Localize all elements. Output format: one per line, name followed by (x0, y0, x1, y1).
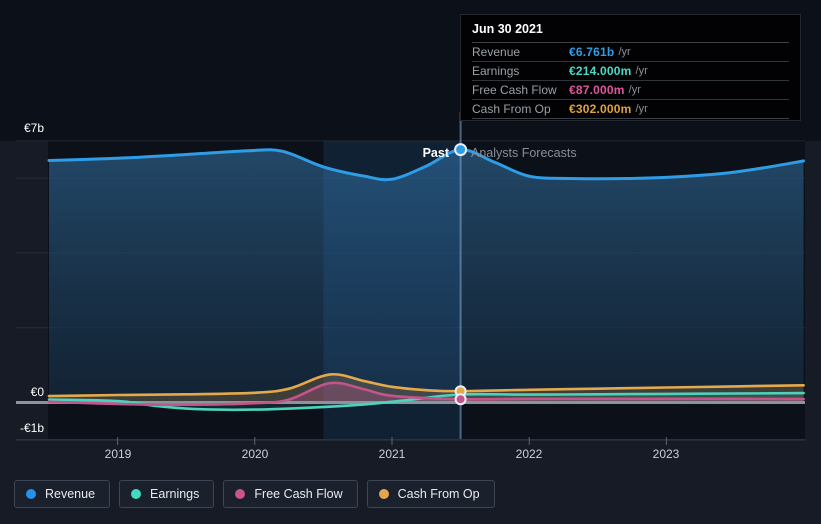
free-cash-flow-line (47, 381, 805, 407)
revenue-area (49, 149, 804, 403)
tooltip-value: €6.761b (569, 45, 615, 59)
cash-from-op-dot-icon (378, 489, 389, 499)
y-axis-label-neg1b: -€1b (19, 421, 44, 435)
legend-item-revenue[interactable]: Revenue (14, 480, 111, 508)
tooltip-unit: /yr (618, 46, 631, 58)
tooltip-row-free-cash-flow: Free Cash Flow €87.000m /yr (472, 81, 789, 100)
x-axis-label-2021: 2021 (378, 447, 406, 461)
revenue-line (47, 148, 806, 182)
tooltip-value: €87.000m (569, 83, 625, 97)
tooltip-unit: /yr (635, 65, 648, 77)
tooltip-row-cash-from-op: Cash From Op €302.000m /yr (472, 100, 789, 119)
legend-label: Earnings (150, 487, 200, 501)
legend-item-earnings[interactable]: Earnings (119, 480, 215, 508)
tooltip-label: Cash From Op (472, 102, 551, 116)
tooltip-label: Earnings (472, 64, 520, 78)
tooltip-row-revenue: Revenue €6.761b /yr (472, 43, 789, 62)
analysts-forecasts-label: Analysts Forecasts (471, 146, 577, 160)
tooltip-unit: /yr (628, 84, 641, 96)
tooltip-unit: /yr (635, 103, 648, 115)
marker-revenue (454, 143, 468, 157)
x-axis-label-2019: 2019 (104, 447, 132, 461)
legend-label: Revenue (45, 487, 96, 501)
cash-from-op-line (47, 372, 805, 398)
revenue-dot-icon (26, 489, 36, 499)
earnings-dot-icon (131, 489, 142, 499)
tooltip-date: Jun 30 2021 (472, 15, 789, 43)
x-axis-label-2022: 2022 (515, 447, 543, 461)
legend-item-cash-from-op[interactable]: Cash From Op (366, 480, 495, 508)
legend-item-free-cash-flow[interactable]: Free Cash Flow (223, 480, 358, 508)
marker-free-cash-flow (454, 393, 467, 406)
tooltip-value: €214.000m (569, 64, 632, 78)
tooltip-value: €302.000m (569, 102, 632, 116)
tooltip-label: Revenue (472, 45, 521, 59)
x-axis-label-2020: 2020 (241, 447, 269, 461)
chart-tooltip: Jun 30 2021 Revenue €6.761b /yr Earnings… (460, 14, 801, 121)
x-axis-label-2023: 2023 (652, 447, 680, 461)
legend-label: Free Cash Flow (254, 487, 343, 501)
tooltip-row-earnings: Earnings €214.000m /yr (472, 62, 789, 81)
past-label: Past (422, 146, 449, 160)
y-axis-label-0: €0 (30, 385, 44, 399)
legend-label: Cash From Op (397, 487, 480, 501)
y-axis-label-7b: €7b (23, 121, 44, 135)
chart-canvas[interactable] (0, 0, 821, 470)
past-year-highlight-band (323, 141, 461, 439)
free-cash-flow-dot-icon (235, 489, 246, 499)
tooltip-label: Free Cash Flow (472, 83, 557, 97)
earnings-line (47, 391, 805, 412)
chart-legend: Revenue Earnings Free Cash Flow Cash Fro… (14, 480, 495, 508)
